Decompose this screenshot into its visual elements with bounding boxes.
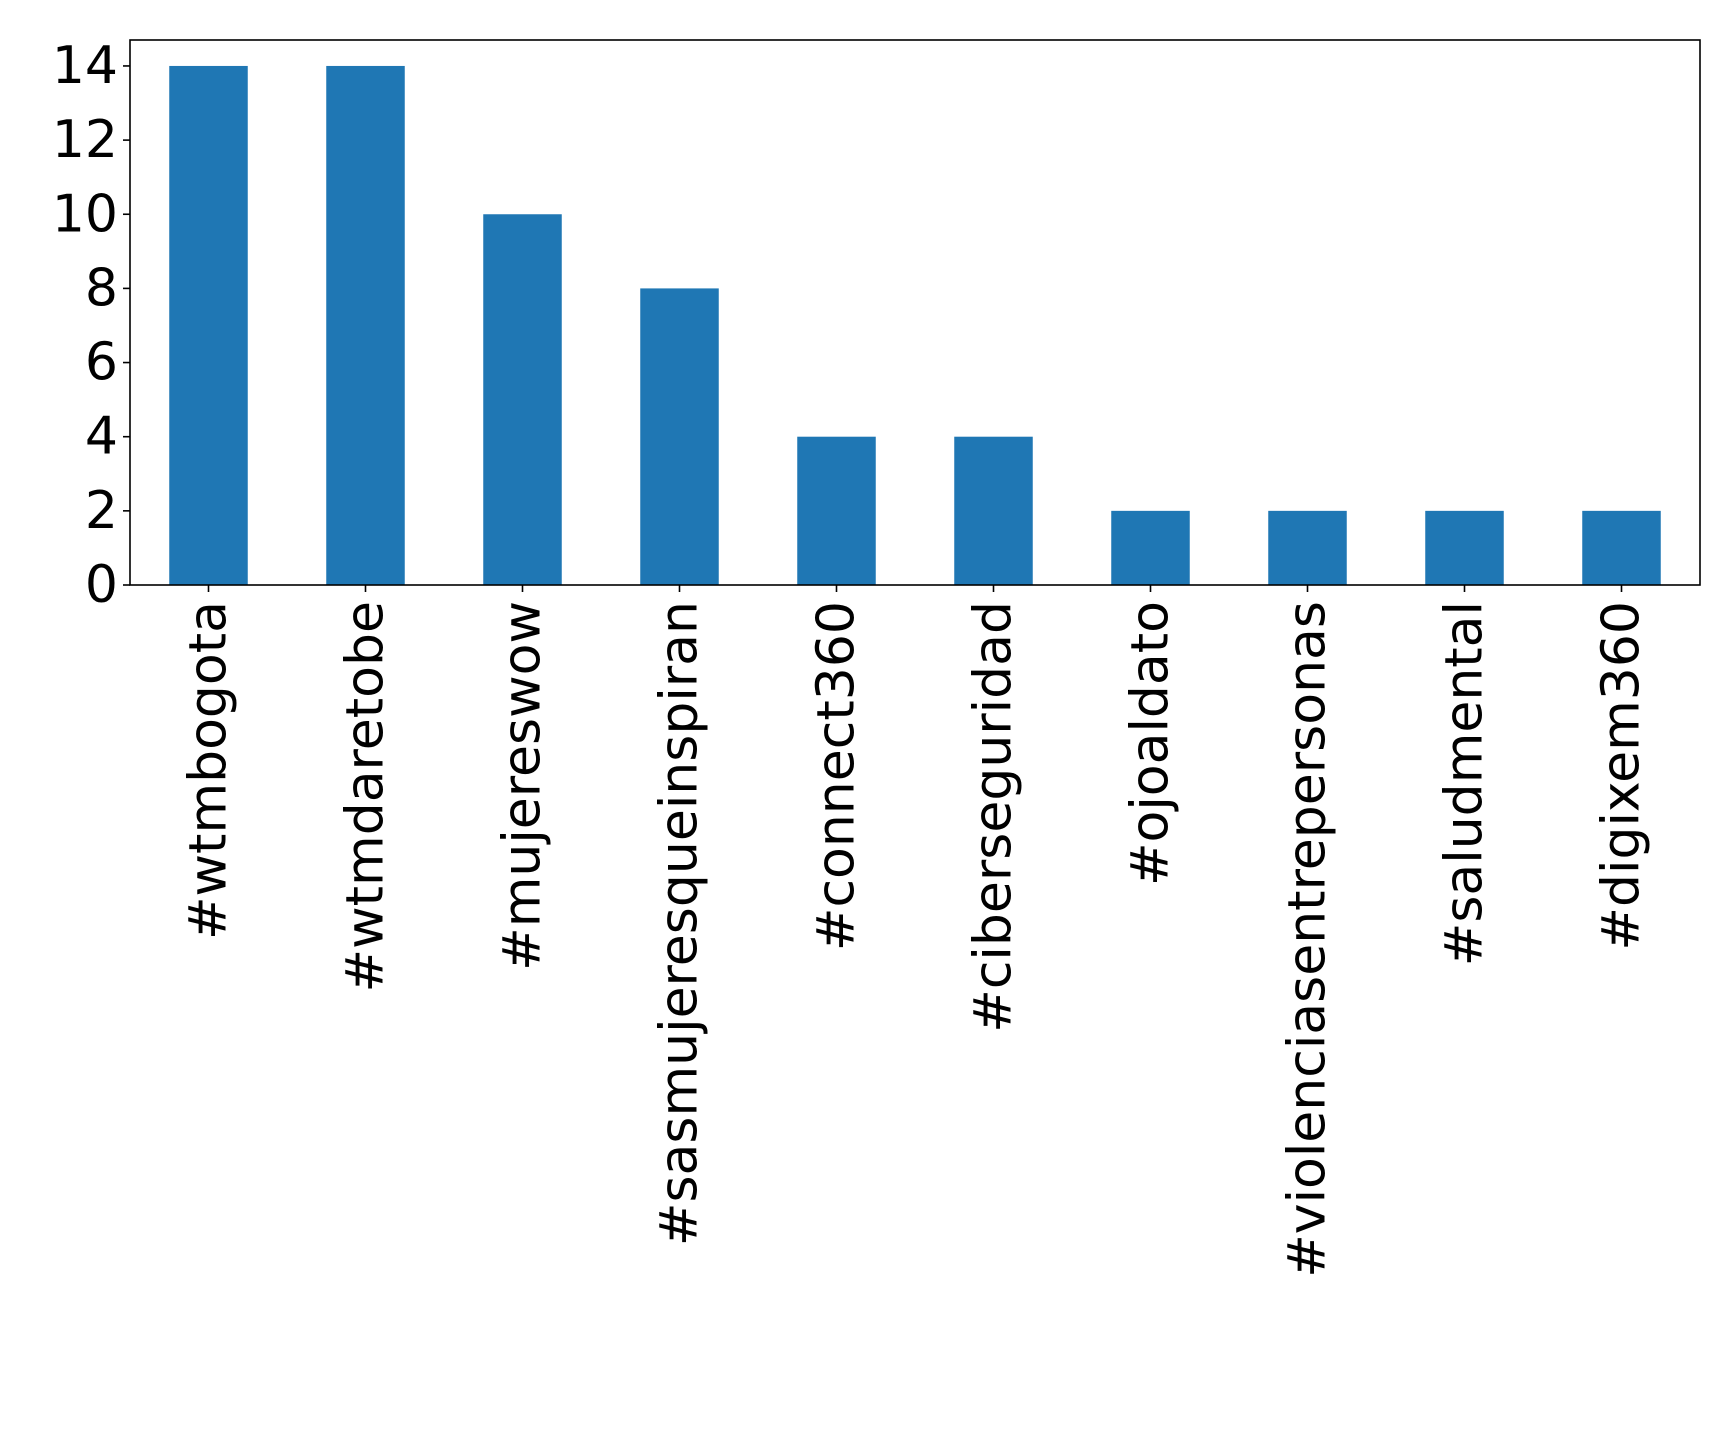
plot-frame	[129, 39, 1701, 586]
bar	[1111, 510, 1190, 585]
x-tick-label: #mujereswow	[493, 601, 553, 971]
y-tick-label: 12	[52, 110, 118, 170]
bar	[954, 436, 1033, 585]
y-tick-label: 0	[85, 555, 118, 615]
bar	[1268, 510, 1347, 585]
y-tick-label: 2	[85, 481, 118, 541]
bar	[326, 65, 405, 585]
y-tick-label: 10	[52, 184, 118, 244]
x-tick-label: #ojoaldato	[1121, 601, 1181, 886]
x-tick-label: #wtmdaretobe	[336, 601, 396, 992]
bar	[169, 65, 248, 585]
bar	[1582, 510, 1661, 585]
y-tick-label: 8	[85, 258, 118, 318]
y-tick-label: 14	[52, 36, 118, 96]
bar	[640, 288, 719, 585]
y-axis: 0 2 4 6 8 10 12 14	[52, 36, 130, 615]
bar	[797, 436, 876, 585]
bars-group	[169, 65, 1661, 585]
x-tick-label: #connect360	[807, 601, 867, 951]
x-tick-label: #saludmental	[1435, 601, 1495, 966]
x-tick-label: #violenciasentrepersonas	[1278, 601, 1338, 1278]
x-tick-label: #ciberseguridad	[964, 601, 1024, 1033]
bar	[483, 214, 562, 585]
bar	[1425, 510, 1504, 585]
x-axis: #wtmbogota #wtmdaretobe #mujereswow #sasmuj…	[179, 585, 1652, 1278]
x-tick-label: #digixem360	[1592, 601, 1652, 951]
y-tick-label: 4	[85, 407, 118, 467]
y-tick-label: 6	[85, 333, 118, 393]
x-tick-label: #wtmbogota	[179, 601, 239, 940]
x-tick-label: #sasmujeresqueinspiran	[650, 601, 710, 1246]
